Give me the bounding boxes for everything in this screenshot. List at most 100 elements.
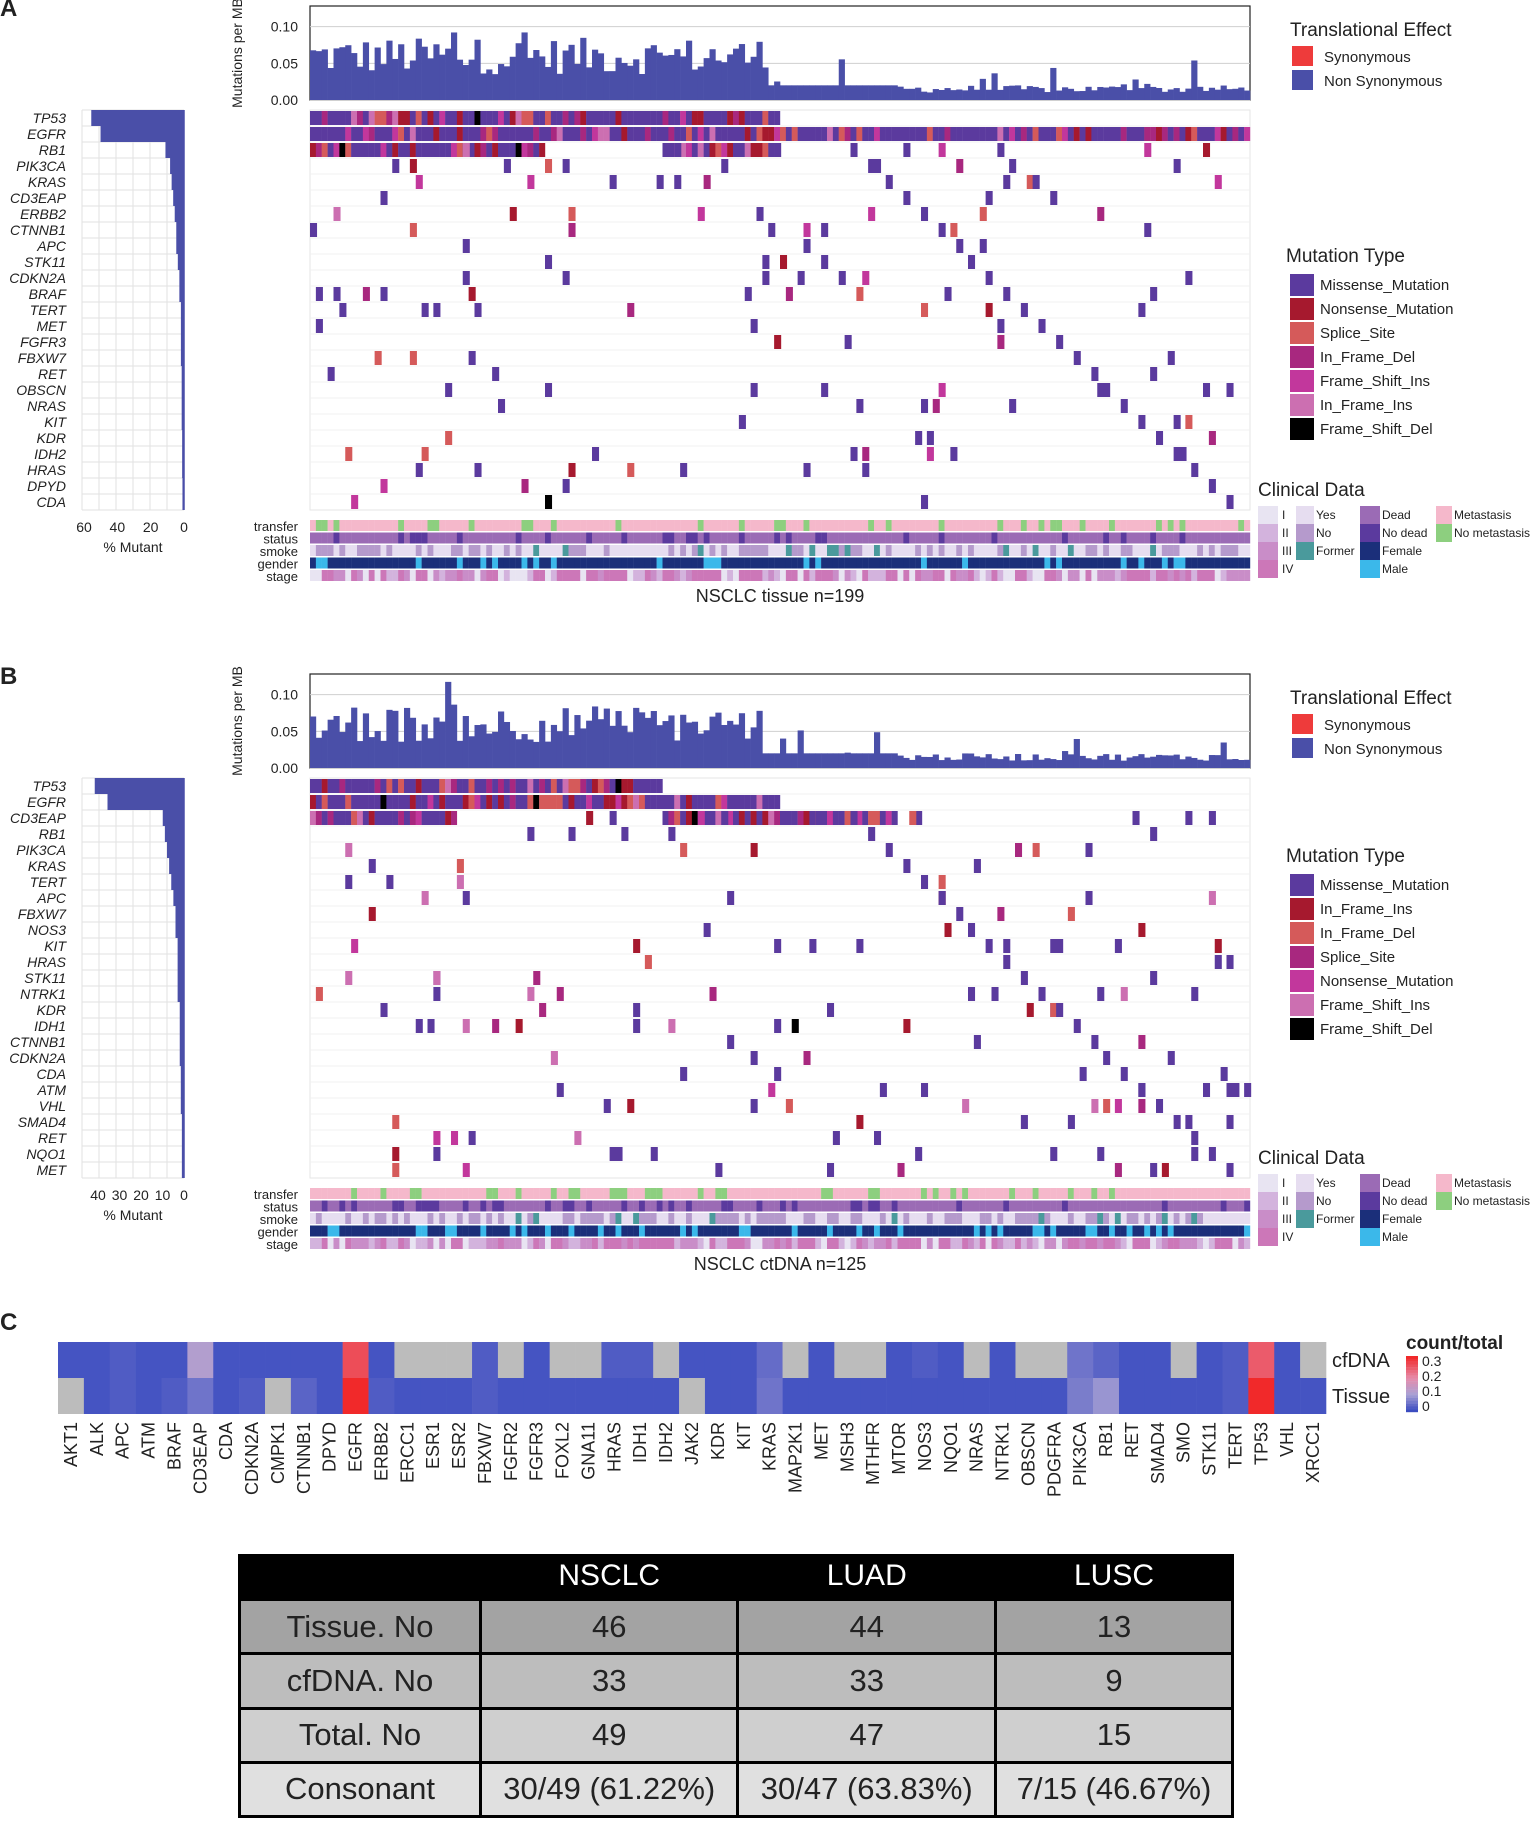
tmb-bar [1150,756,1157,768]
clinical-cell [897,532,904,544]
clinical-cell [633,532,640,544]
clinical-cell [691,570,698,581]
mutation-cell [909,811,917,825]
clinical-cell [362,520,369,531]
mutation-cell [738,111,745,125]
mutation-cell [627,1099,635,1113]
mutation-cell [1050,1147,1058,1161]
heatmap-col-label: MSH3 [837,1422,857,1472]
pct-bar [180,1082,184,1098]
mutation-cell [609,795,616,809]
tmb-bar [903,88,910,100]
mutation-cell [409,351,417,365]
clinical-cell [1073,557,1080,569]
clinical-cell [521,1213,528,1224]
clinical-cell [1126,570,1133,581]
clinical-cell [738,1213,745,1224]
mutation-cell [697,111,704,125]
pct-tick-label: 30 [112,1187,128,1203]
pct-bar [180,318,184,334]
mutation-cell [674,795,681,809]
mutation-cell [580,127,587,141]
mutation-cell [686,811,693,825]
clinical-cell [768,1200,775,1212]
mutation-cell [404,111,411,125]
mutation-cell [362,811,369,825]
legend-swatch [1296,1174,1314,1192]
mutation-cell [562,111,569,125]
mutation-cell [339,111,346,125]
gene-label: NTRK1 [20,986,66,1002]
mutation-cell [480,127,487,141]
clinical-cell [944,1200,951,1212]
heatmap-cell [109,1378,136,1414]
clinical-cell [1208,1188,1215,1199]
tmb-bar [774,81,781,100]
mutation-cell [1208,479,1216,493]
gene-label: RB1 [39,826,66,842]
clinical-cell [662,532,669,544]
clinical-cell [686,1200,693,1212]
mutation-cell [310,223,318,237]
clinical-cell [680,545,687,556]
clinical-cell [1050,545,1057,556]
clinical-cell [1208,520,1215,531]
heatmap-col-label: BRAF [164,1422,184,1470]
clinical-cell [891,520,898,531]
clinical-cell [327,1225,334,1237]
clinical-cell [1238,1188,1245,1199]
clinical-cell [1244,532,1251,544]
clinical-cell [333,1225,340,1237]
clinical-cell [785,1188,792,1199]
clinical-cell [985,557,992,569]
clinical-cell [621,1238,628,1249]
clinical-cell [1138,532,1145,544]
clinical-cell [521,1188,528,1199]
tmb-bar [315,51,323,100]
gene-label: IDH2 [34,446,66,462]
tmb-bar [621,62,628,100]
mutation-cell [1091,1035,1099,1049]
tmb-bar [421,46,428,100]
clinical-cell [1232,570,1239,581]
mutation-cell [680,795,687,809]
clinical-cell [1138,1200,1145,1212]
mutation-cell [733,811,740,825]
mutation-cell [1232,1083,1240,1097]
colorbar-step [1406,1381,1418,1385]
clinical-cell [703,545,710,556]
clinical-cell [909,1238,916,1249]
colorbar-step [1406,1386,1418,1390]
clinical-cell [850,1213,857,1224]
clinical-cell [691,1238,698,1249]
heatmap-cell [1041,1378,1068,1414]
clinical-cell [885,570,892,581]
tmb-bar [1185,88,1192,100]
clinical-cell [650,1213,657,1224]
tmb-y-label: Mutations per MB [229,666,245,776]
clinical-cell [1044,532,1051,544]
gene-label: STK11 [24,970,66,986]
clinical-cell [850,1188,857,1199]
mutation-cell [703,143,710,157]
heatmap-cell [627,1342,654,1378]
clinical-cell [850,570,857,581]
heatmap-cell [109,1342,136,1378]
pct-bar [173,190,184,206]
clinical-cell [439,1200,446,1212]
clinical-cell [815,1200,822,1212]
mutation-cell [744,111,751,125]
clinical-cell [574,520,581,531]
tmb-bar [315,737,323,768]
mutation-cell [474,127,481,141]
tmb-bar [885,753,892,768]
heatmap-col-label: NQO1 [941,1422,961,1473]
clinical-cell [521,570,528,581]
mutation-cell [762,255,770,269]
clinical-cell [868,545,875,556]
mutation-cell [456,143,463,157]
mutation-cell [603,111,610,125]
mutation-cell [404,779,411,793]
clinical-cell [938,1213,945,1224]
mutation-cell [345,127,352,141]
